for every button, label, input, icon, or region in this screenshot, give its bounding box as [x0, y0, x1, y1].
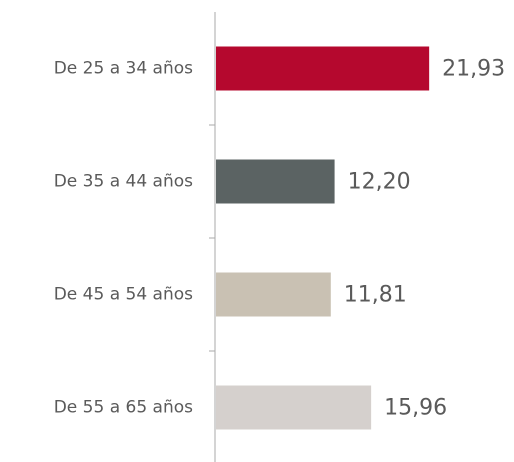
value-label: 12,20 — [348, 170, 411, 195]
value-label: 15,96 — [384, 396, 447, 421]
value-label: 21,93 — [442, 57, 505, 82]
value-label: 11,81 — [344, 283, 407, 308]
bar — [216, 272, 331, 317]
category-label: De 45 a 54 años — [54, 285, 193, 305]
bar — [216, 46, 430, 91]
category-label: De 35 a 44 años — [54, 172, 193, 192]
category-label: De 55 a 65 años — [54, 398, 193, 418]
bar — [216, 385, 372, 430]
category-label: De 25 a 34 años — [54, 59, 193, 79]
bar — [216, 159, 335, 204]
